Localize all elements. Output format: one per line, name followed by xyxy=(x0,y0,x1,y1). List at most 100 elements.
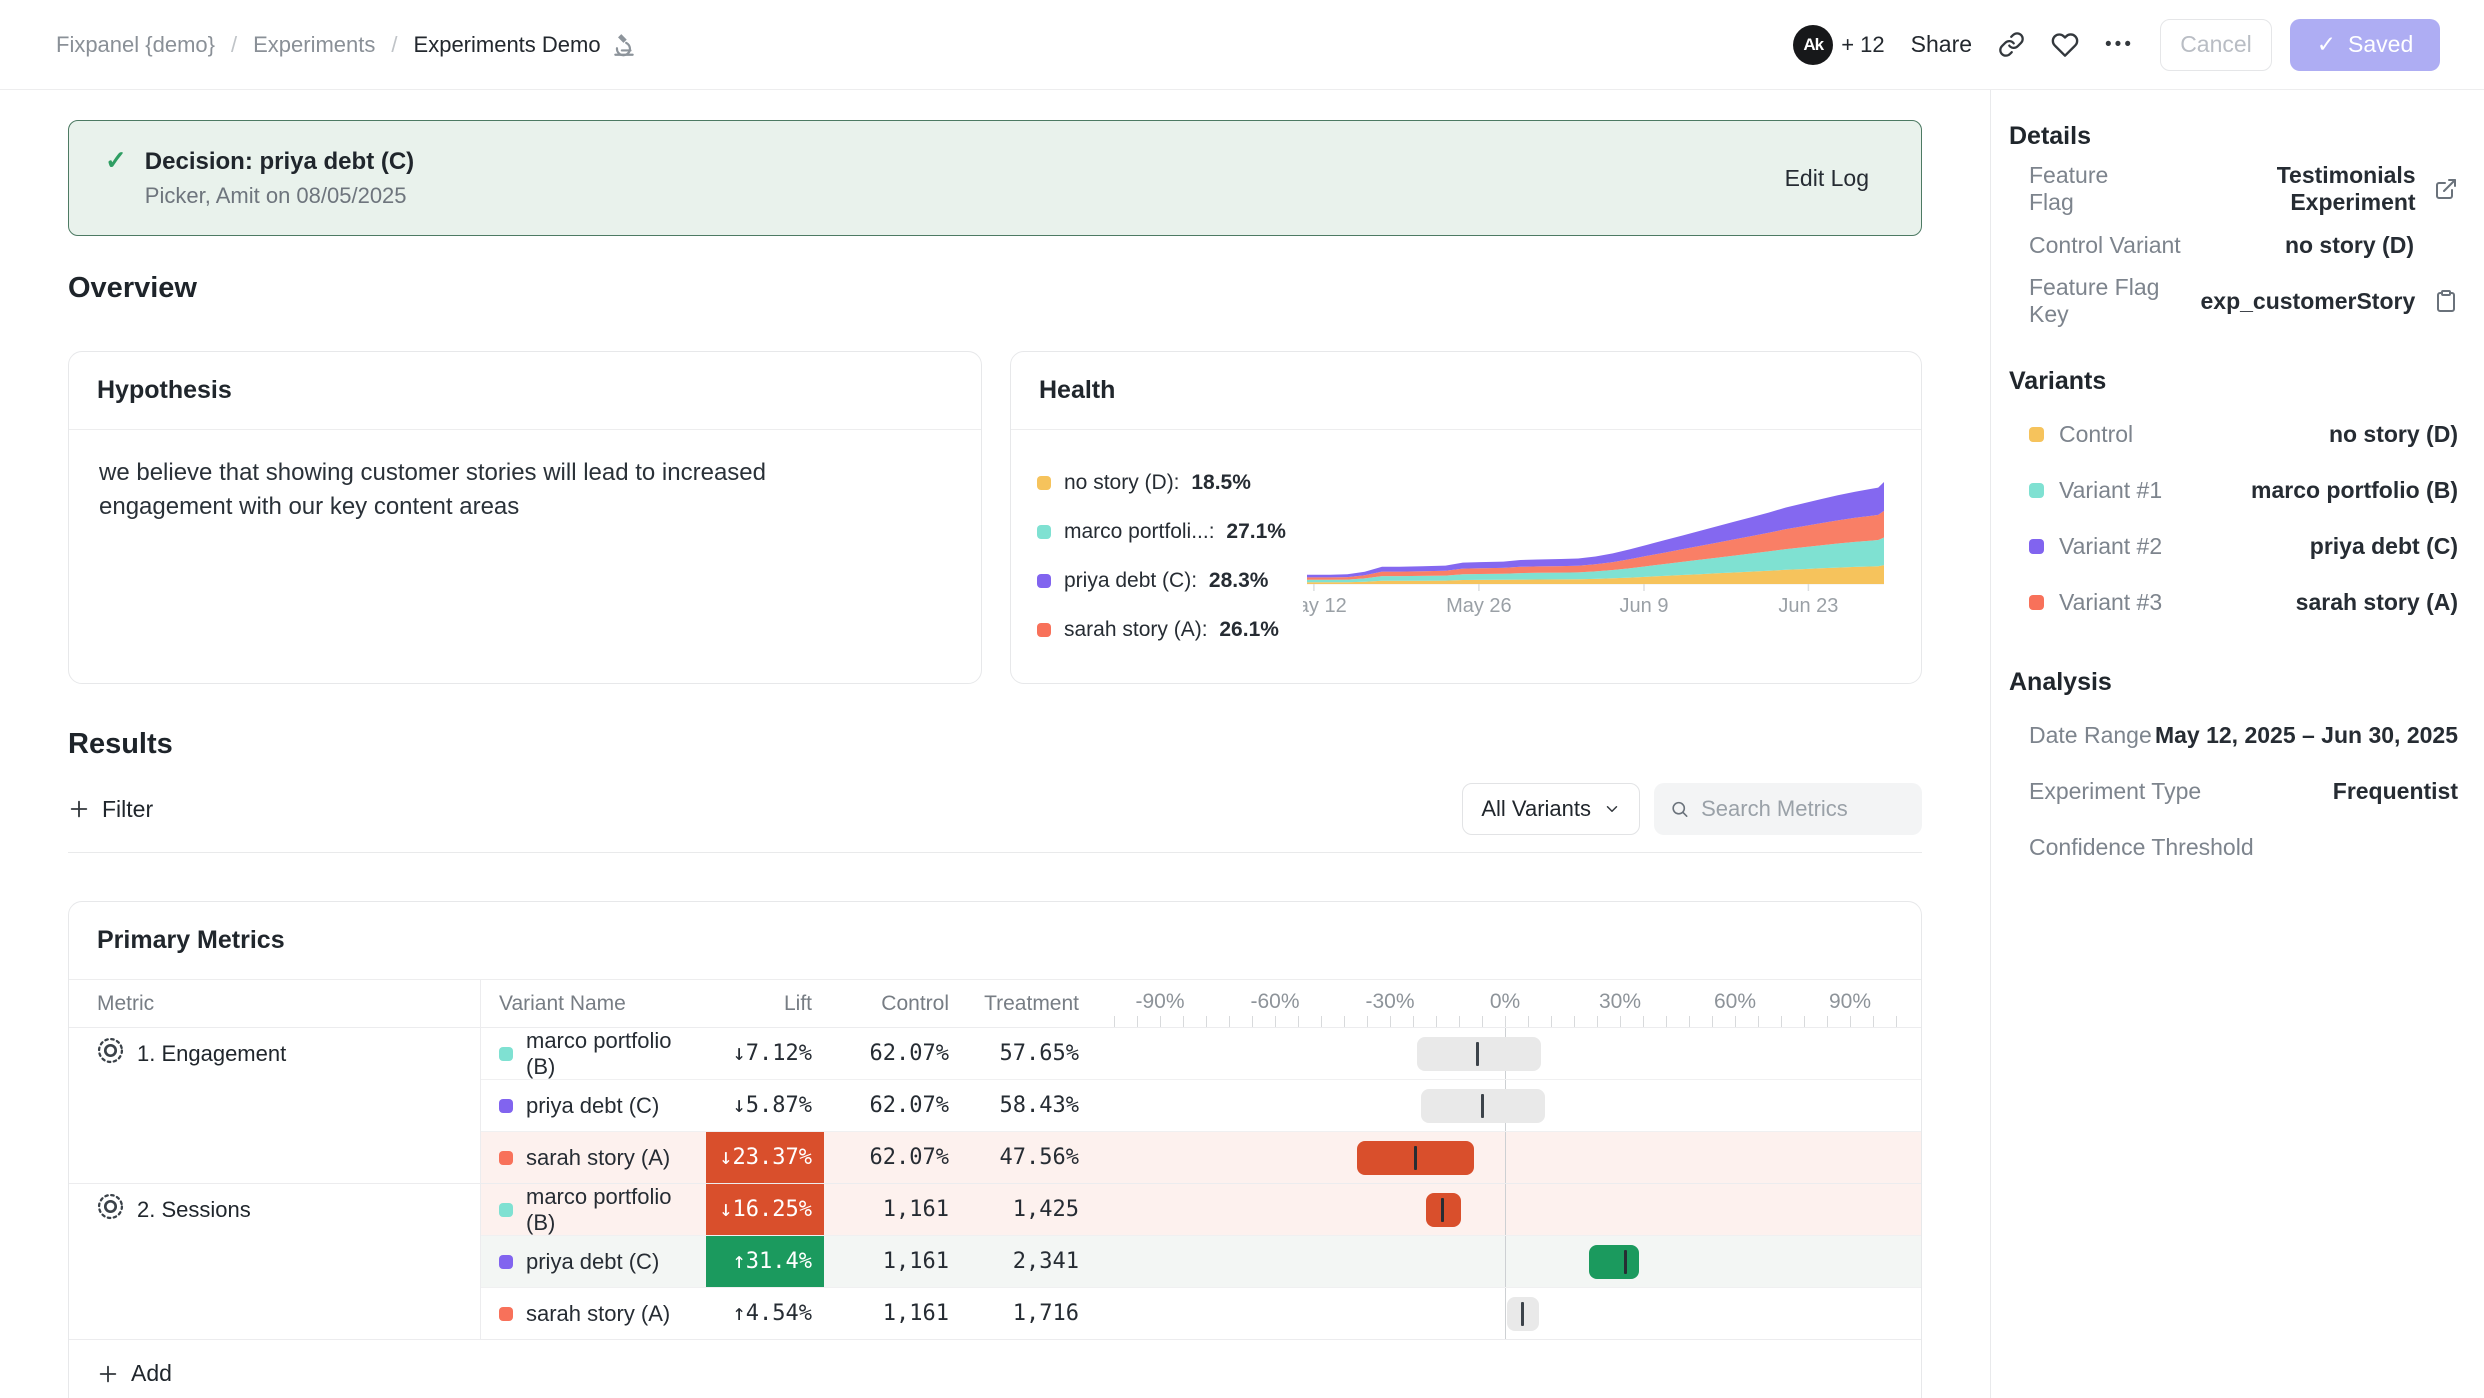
details-label: Control Variant xyxy=(2029,232,2181,259)
metric-cell: 2. Sessions xyxy=(69,1183,481,1235)
hypothesis-text: we believe that showing customer stories… xyxy=(69,430,929,550)
axis-minor-tick xyxy=(1781,1016,1782,1027)
lift-cell: ↓5.87% xyxy=(706,1079,824,1131)
metric-cell xyxy=(69,1287,481,1339)
variant-color-chip xyxy=(2029,483,2044,498)
more-options-icon[interactable]: ••• xyxy=(2105,34,2134,56)
saved-label: Saved xyxy=(2348,31,2413,58)
treatment-value-cell: 1,425 xyxy=(959,1183,1089,1235)
legend-color-chip xyxy=(1037,476,1051,490)
search-metrics-input[interactable] xyxy=(1701,796,1906,822)
lift-marker xyxy=(1441,1198,1444,1222)
details-section: Details Feature FlagTestimonials Experim… xyxy=(2009,122,2458,329)
variant-color-chip xyxy=(499,1099,513,1113)
external-link-icon[interactable] xyxy=(2416,177,2458,201)
confidence-interval-cell xyxy=(1089,1287,1921,1339)
metrics-search[interactable] xyxy=(1654,783,1922,835)
legend-item: priya debt (C): 28.3% xyxy=(1037,556,1303,605)
collaborators-count[interactable]: + 12 xyxy=(1841,32,1884,58)
axis-minor-tick xyxy=(1229,1016,1230,1027)
add-metric-button[interactable]: Add xyxy=(69,1339,1921,1398)
copy-link-icon[interactable] xyxy=(1998,31,2025,58)
avatar[interactable]: Ak xyxy=(1793,25,1833,65)
variant-value: priya debt (C) xyxy=(2310,533,2458,560)
analysis-section: Analysis Date RangeMay 12, 2025 – Jun 30… xyxy=(2009,668,2458,875)
variant-cell: marco portfolio (B) xyxy=(481,1027,706,1079)
variant-color-chip xyxy=(499,1255,513,1269)
axis-tick-label: 0% xyxy=(1490,990,1520,1014)
variant-color-chip xyxy=(2029,427,2044,442)
axis-minor-tick xyxy=(1528,1016,1529,1027)
confidence-interval-bar xyxy=(1589,1245,1639,1279)
plus-icon xyxy=(68,798,90,820)
legend-value: 28.3% xyxy=(1209,569,1269,592)
analysis-label: Confidence Threshold xyxy=(2029,834,2254,861)
variant-color-chip xyxy=(2029,539,2044,554)
column-header-lift: Lift xyxy=(706,980,824,1027)
metrics-table: MetricVariant NameLiftControlTreatment-9… xyxy=(69,980,1921,1339)
lift-cell: ↓16.25% xyxy=(706,1183,824,1235)
variant-name: marco portfolio (B) xyxy=(526,1184,706,1236)
variant-label: Variant #2 xyxy=(2059,533,2162,560)
axis-minor-tick xyxy=(1850,1016,1851,1027)
analysis-heading: Analysis xyxy=(2009,668,2458,697)
copy-icon[interactable] xyxy=(2415,289,2458,313)
edit-log-button[interactable]: Edit Log xyxy=(1785,165,1869,192)
lift-marker xyxy=(1481,1094,1484,1118)
health-legend: no story (D): 18.5%marco portfoli...: 27… xyxy=(1037,444,1303,654)
axis-minor-tick xyxy=(1114,1016,1115,1027)
metric-gauge-icon xyxy=(97,1193,124,1226)
axis-minor-tick xyxy=(1896,1016,1897,1027)
decision-check-icon: ✓ xyxy=(105,145,127,176)
axis-minor-tick xyxy=(1206,1016,1207,1027)
variant-color-chip xyxy=(499,1047,513,1061)
analysis-row: Confidence Threshold xyxy=(2009,819,2458,875)
metric-name: 1. Engagement xyxy=(137,1041,286,1067)
variant-color-chip xyxy=(499,1307,513,1321)
variant-name: priya debt (C) xyxy=(526,1249,659,1275)
details-value: no story (D) xyxy=(2285,232,2414,259)
treatment-value-cell: 2,341 xyxy=(959,1235,1089,1287)
variants-dropdown[interactable]: All Variants xyxy=(1462,783,1640,835)
check-icon: ✓ xyxy=(2317,31,2336,58)
primary-metrics-card: Primary Metrics MetricVariant NameLiftCo… xyxy=(68,901,1922,1398)
axis-minor-tick xyxy=(1137,1016,1138,1027)
treatment-value-cell: 58.43% xyxy=(959,1079,1089,1131)
variant-row: Variant #2 priya debt (C) xyxy=(2009,518,2458,574)
axis-minor-tick xyxy=(1344,1016,1345,1027)
axis-minor-tick xyxy=(1413,1016,1414,1027)
breadcrumb-project[interactable]: Fixpanel {demo} xyxy=(56,32,215,58)
variant-label: Variant #3 xyxy=(2059,589,2162,616)
column-header-metric: Metric xyxy=(69,980,481,1027)
main-content: ✓ Decision: priya debt (C) Picker, Amit … xyxy=(0,90,1990,1398)
add-filter-button[interactable]: Filter xyxy=(68,796,153,823)
variant-cell: priya debt (C) xyxy=(481,1079,706,1131)
variants-dropdown-label: All Variants xyxy=(1481,796,1591,822)
variants-heading: Variants xyxy=(2009,367,2458,396)
breadcrumb: Fixpanel {demo} / Experiments / Experime… xyxy=(56,32,637,58)
axis-minor-tick xyxy=(1160,1016,1161,1027)
axis-minor-tick xyxy=(1666,1016,1667,1027)
legend-value: 26.1% xyxy=(1219,618,1279,641)
metric-cell xyxy=(69,1079,481,1131)
svg-text:Jun 23: Jun 23 xyxy=(1778,595,1838,617)
variant-row: Controlno story (D) xyxy=(2009,406,2458,462)
details-row: Feature Flag Keyexp_customerStory xyxy=(2009,273,2458,329)
axis-minor-tick xyxy=(1597,1016,1598,1027)
cancel-button[interactable]: Cancel xyxy=(2160,19,2272,71)
breadcrumb-experiments[interactable]: Experiments xyxy=(253,32,375,58)
svg-text:Jun 9: Jun 9 xyxy=(1620,595,1669,617)
details-row: Control Variant no story (D) xyxy=(2009,217,2458,273)
favorite-heart-icon[interactable] xyxy=(2051,31,2079,59)
lift-cell: ↑31.4% xyxy=(706,1235,824,1287)
axis-minor-tick xyxy=(1574,1016,1575,1027)
saved-button[interactable]: ✓ Saved xyxy=(2290,19,2440,71)
confidence-interval-bar xyxy=(1417,1037,1542,1071)
control-value-cell: 1,161 xyxy=(824,1183,959,1235)
hypothesis-card: Hypothesis we believe that showing custo… xyxy=(68,351,982,684)
share-button[interactable]: Share xyxy=(1911,31,1972,58)
axis-tick-label: -60% xyxy=(1250,990,1299,1014)
decision-byline: Picker, Amit on 08/05/2025 xyxy=(145,183,414,209)
variant-value: no story (D) xyxy=(2329,421,2458,448)
confidence-interval-cell xyxy=(1089,1235,1921,1287)
